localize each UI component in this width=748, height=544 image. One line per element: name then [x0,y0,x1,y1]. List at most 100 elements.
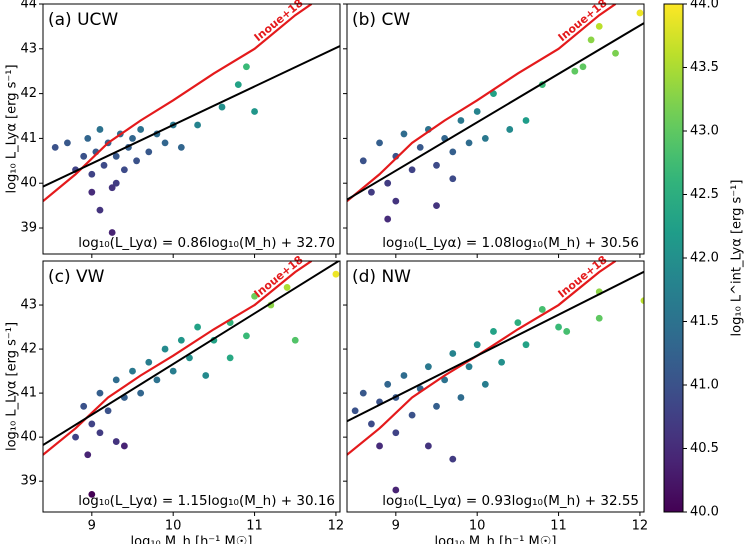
colorbar-tick-label: 42.0 [690,251,719,266]
point [579,63,587,71]
point [433,202,440,210]
plot-area [43,261,340,498]
point [498,358,506,366]
point [72,433,79,441]
y-tick-label: 43 [20,298,37,313]
point [169,367,177,375]
x-axis-label: log₁₀ M_h [h⁻¹ M☉] [435,535,557,544]
point [145,148,153,156]
axes-frame [42,3,341,255]
point [243,63,250,71]
y-tick-label: 40 [20,430,37,445]
colorbar-label: log₁₀ L^int_Lyα [erg s⁻¹] [730,180,745,337]
point [351,407,359,415]
point [640,297,644,305]
fit-equation: log₁₀(L_Lyα) = 1.08log₁₀(M_h) + 30.56 [382,235,639,251]
point [226,354,234,362]
y-tick-label: 42 [20,86,37,101]
point [120,442,128,450]
colorbar-tick-label: 41.5 [690,314,719,329]
fit-line [43,261,340,446]
point [112,438,120,445]
y-axis-label: log₁₀ L_Lyα [erg s⁻¹] [5,64,20,193]
point [368,188,375,196]
colorbar-tick-label: 40.5 [690,441,719,456]
point [84,451,92,459]
colorbar [663,3,684,513]
point [408,411,416,419]
panel-title: (d) NW [352,267,411,287]
colorbar-tick-label: 43.5 [690,60,719,75]
axes-frame [346,3,645,255]
point [332,270,340,278]
reference-label: Inoue+18 [252,253,306,300]
point [384,380,392,388]
point [384,215,392,223]
point [392,486,400,494]
axes-frame [346,260,645,513]
point [108,184,116,192]
point [137,126,145,133]
point [96,429,104,437]
point [202,372,210,379]
colorbar-tick-label: 41.0 [690,378,719,393]
point [514,319,522,327]
plot-area [347,261,644,494]
point [408,166,416,174]
point [522,341,530,349]
point [133,157,140,165]
y-tick-label: 39 [20,474,37,489]
x-tick-label: 9 [88,519,96,534]
point [120,166,128,174]
point [587,36,595,44]
y-axis-label: log₁₀ L_Lyα [erg s⁻¹] [5,322,20,451]
point [243,332,250,340]
point [392,197,400,205]
point [129,135,136,142]
point [251,292,258,300]
point [80,152,88,160]
point [612,49,619,57]
fit-equation: log₁₀(L_Lyα) = 0.86log₁₀(M_h) + 32.70 [78,235,335,251]
point [457,394,465,401]
colorbar-tick-label: 42.5 [690,187,719,202]
point [96,206,104,214]
y-tick-label: 43 [20,41,37,56]
point [153,376,161,384]
colorbar-tick-label: 40.0 [690,505,719,520]
point [424,363,432,371]
reference-label: Inoue+18 [252,0,306,44]
point [112,376,120,384]
point [490,328,497,335]
point [64,139,71,147]
point [449,455,457,463]
x-tick-label: 11 [246,519,263,534]
colorbar-tick-label: 44.0 [690,0,719,12]
panel-title: (a) UCW [48,10,118,30]
x-tick-label: 10 [165,519,182,534]
point [104,407,112,415]
colorbar-tick-label: 43.0 [690,124,719,139]
point [234,81,242,89]
point [100,161,108,169]
plot-area [43,4,340,236]
point [457,117,465,124]
y-tick-label: 42 [20,342,37,357]
point [218,103,226,111]
panel-title: (c) VW [48,267,105,287]
point [80,402,88,410]
point [84,135,92,142]
point [359,157,367,165]
y-tick-label: 40 [20,176,37,191]
x-tick-label: 12 [632,519,649,534]
point [291,336,299,344]
point [145,358,153,366]
point [88,490,96,498]
point [384,179,392,187]
fit-equation: log₁₀(L_Lyα) = 1.15log₁₀(M_h) + 30.16 [78,493,335,509]
point [636,9,644,17]
point [177,143,185,151]
point [595,23,603,30]
point [449,350,457,357]
